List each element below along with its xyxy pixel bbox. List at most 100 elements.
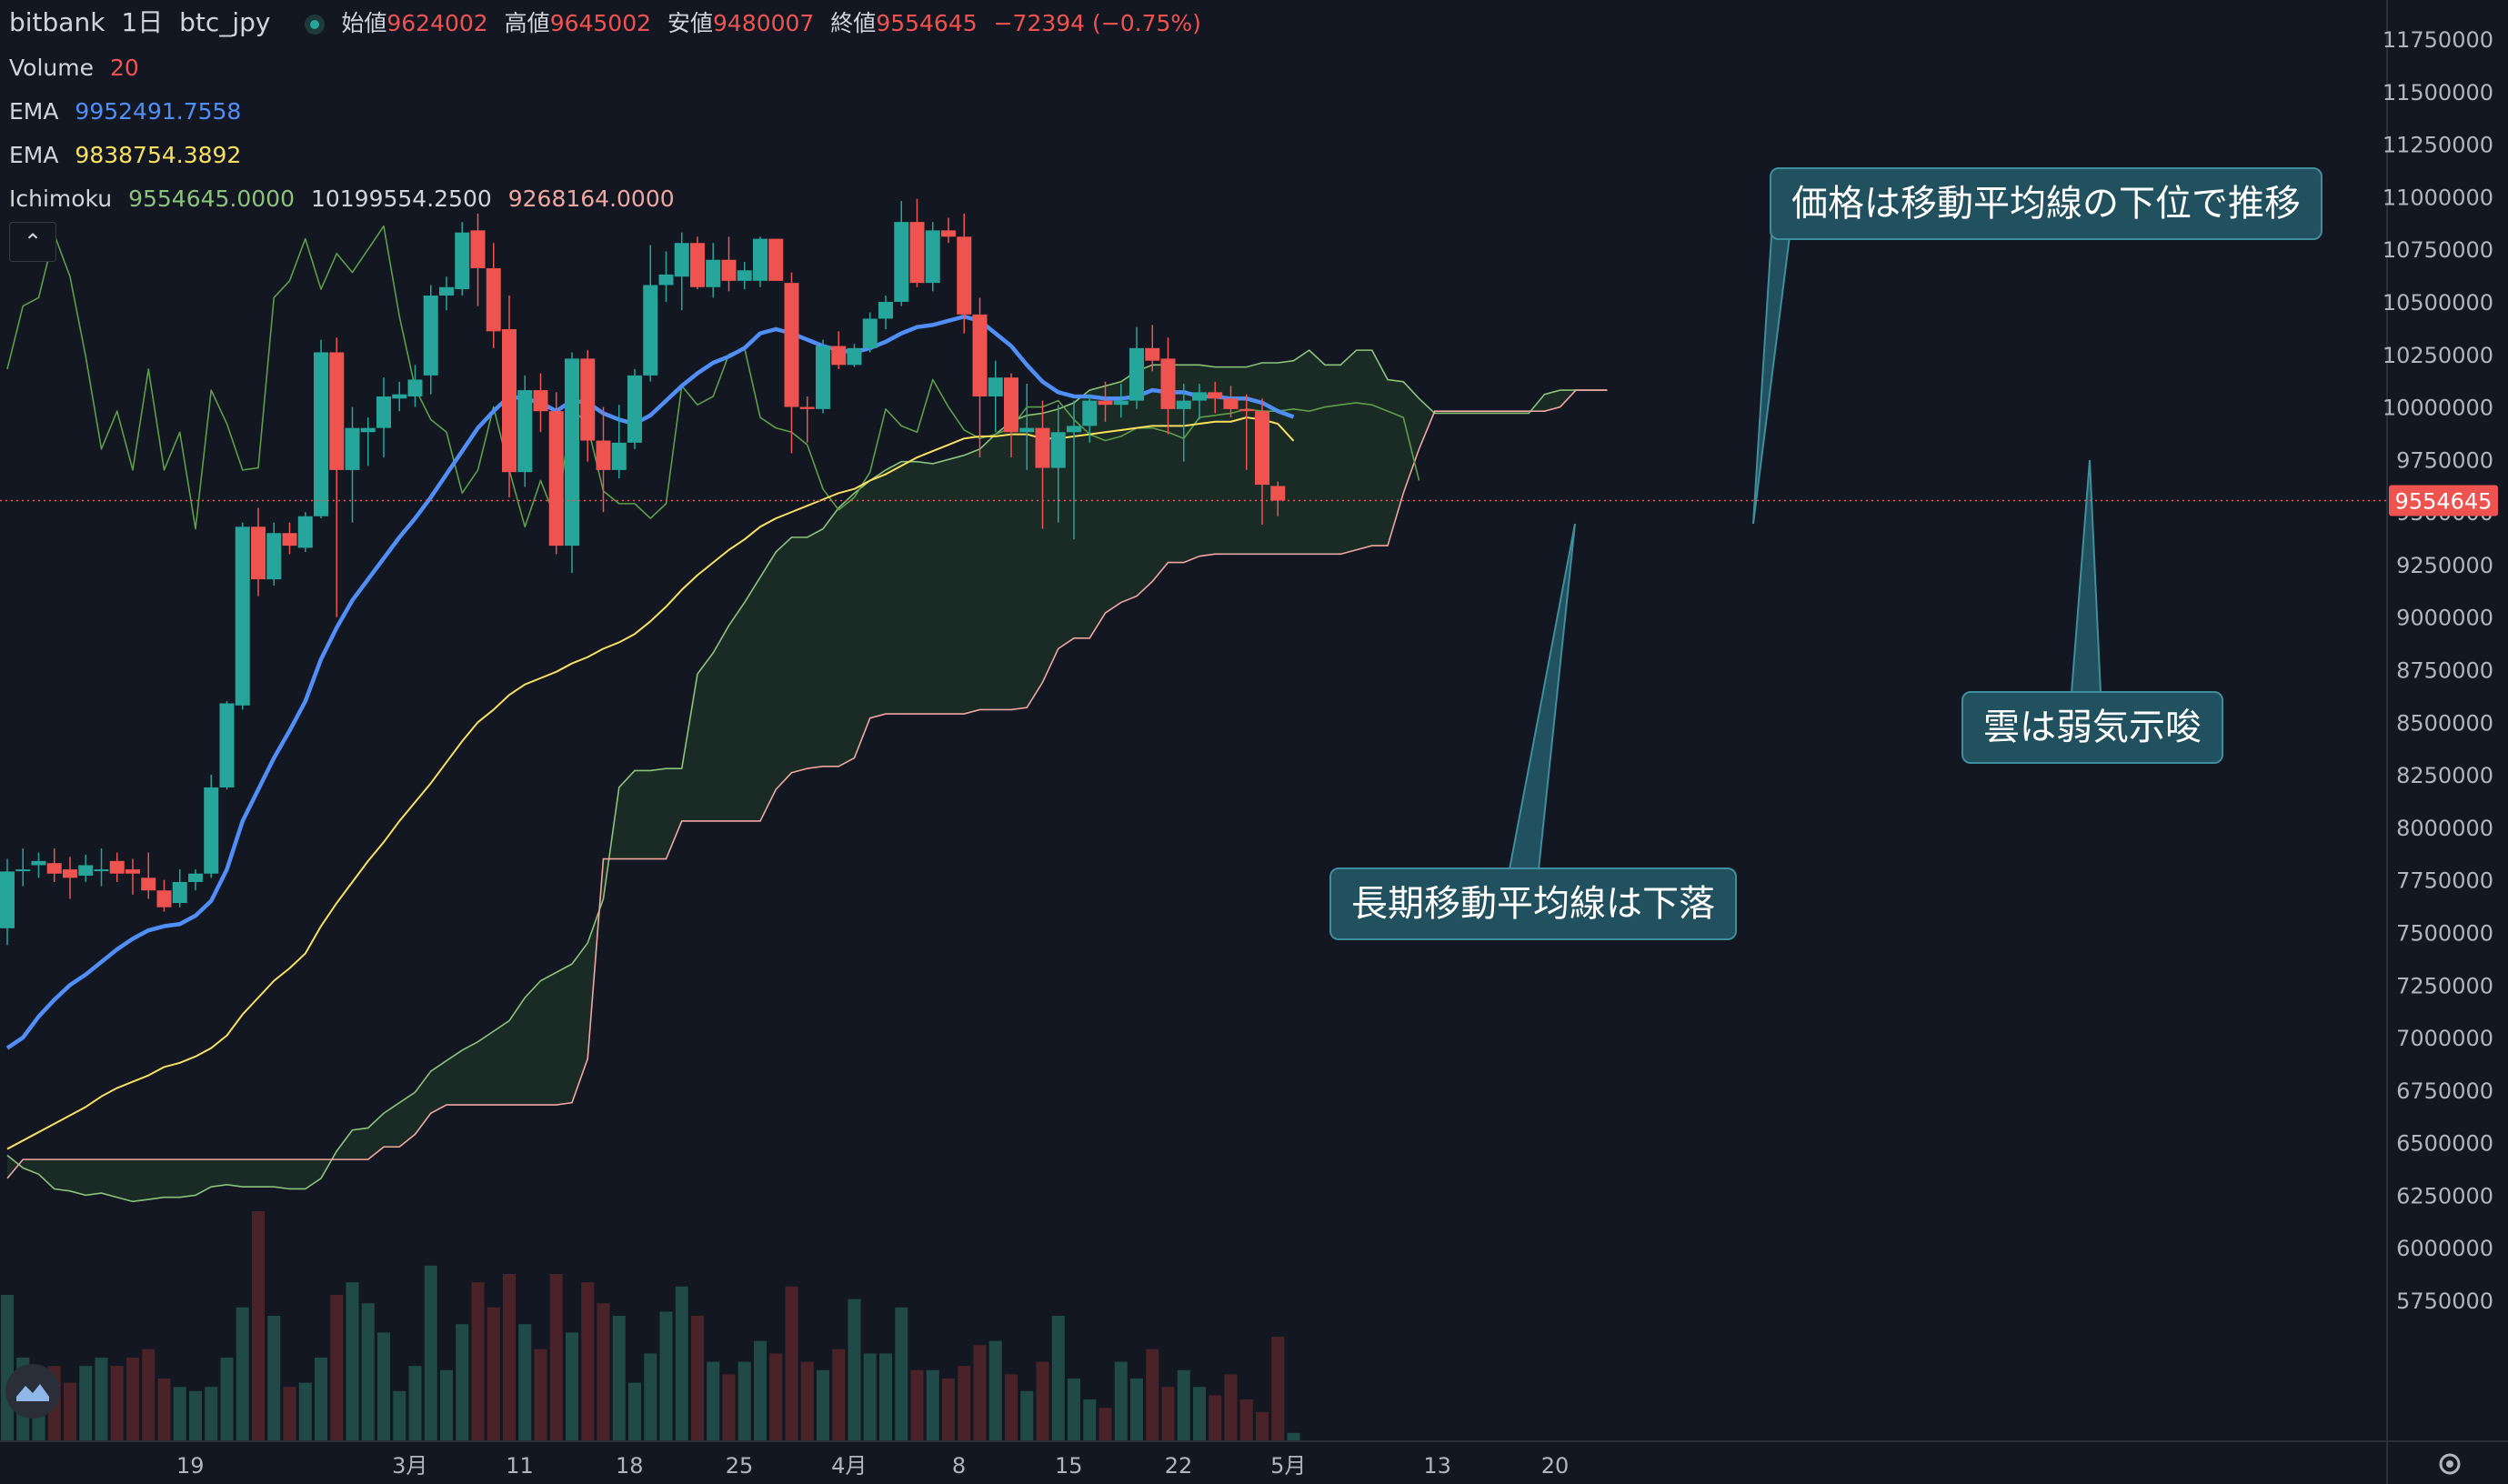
candle-body	[627, 375, 642, 443]
volume-bar	[1036, 1361, 1049, 1441]
candle-body	[706, 259, 721, 287]
candle-body	[15, 869, 31, 872]
ema-fast-value: 9952491.7558	[75, 98, 242, 125]
x-tick-label: 5月	[1270, 1453, 1306, 1479]
candle-body	[31, 860, 46, 866]
close-label: 終値	[830, 10, 877, 36]
ichimoku-legend[interactable]: Ichimoku 9554645.0000 10199554.2500 9268…	[9, 186, 684, 213]
y-tick-label: 10000000	[2383, 396, 2493, 421]
candle-body	[533, 390, 548, 412]
candle-body	[502, 329, 517, 473]
volume-bar	[910, 1369, 924, 1441]
candle-body	[1176, 400, 1191, 409]
pointer-long-ma-falling	[1508, 523, 1576, 870]
volume-bar	[110, 1366, 124, 1441]
y-tick-label: 7000000	[2396, 1026, 2493, 1051]
last-price-marker: 9554645	[0, 485, 2498, 516]
candle-body	[548, 411, 564, 546]
volume-bar	[1239, 1399, 1253, 1441]
volume-bar	[393, 1390, 406, 1441]
volume-bar	[1287, 1432, 1300, 1441]
candle-body	[1160, 358, 1176, 409]
volume-bar	[315, 1358, 327, 1441]
x-tick-label: 13	[1423, 1453, 1451, 1479]
y-tick-label: 10500000	[2383, 290, 2493, 316]
open-value: 9624002	[386, 10, 488, 36]
ema-fast-label: EMA	[9, 98, 59, 125]
volume-bar	[440, 1369, 453, 1441]
candle-body	[799, 406, 815, 409]
y-tick-label: 11750000	[2383, 27, 2493, 53]
candle-body	[784, 283, 799, 407]
ema-slow-label: EMA	[9, 142, 59, 168]
ema-slow-value: 9838754.3892	[75, 142, 242, 168]
volume-bar	[659, 1311, 673, 1441]
candle-body	[909, 222, 925, 284]
candle-body	[282, 533, 297, 546]
settings-gear-icon[interactable]	[2439, 1453, 2461, 1475]
ichimoku-label: Ichimoku	[9, 186, 113, 212]
interval-label[interactable]: 1日	[121, 7, 164, 37]
candle-body	[925, 230, 940, 284]
candle-body	[894, 222, 909, 302]
y-tick-label: 7250000	[2396, 973, 2493, 998]
annotation-price-below-ma[interactable]: 価格は移動平均線の下位で推移	[1770, 167, 2322, 240]
candle-body	[1113, 400, 1129, 406]
volume-bar	[817, 1369, 829, 1441]
volume-bar	[1051, 1316, 1065, 1441]
candle-body	[1223, 398, 1239, 409]
candle-body	[46, 863, 62, 874]
volume-bar	[691, 1316, 704, 1441]
volume-bar	[95, 1358, 108, 1441]
volume-bar	[737, 1361, 751, 1441]
price-axis[interactable]: 11750000 11500000 11250000 11000000 10750000…	[2383, 27, 2493, 1314]
volume-bar	[79, 1366, 93, 1441]
volume-label: Volume	[9, 55, 94, 81]
y-tick-label: 6000000	[2396, 1236, 2493, 1261]
volume-bar	[1271, 1337, 1285, 1441]
candle-body	[392, 394, 407, 399]
candle-body	[596, 440, 611, 470]
ema-slow-line	[6, 416, 1295, 1150]
volume-bar	[252, 1211, 265, 1441]
ema-fast-legend[interactable]: EMA 9952491.7558	[9, 98, 250, 125]
volume-bar	[1005, 1374, 1018, 1441]
y-tick-label: 10250000	[2383, 343, 2493, 368]
candle-body	[1208, 392, 1223, 399]
x-tick-label: 19	[176, 1453, 205, 1479]
collapse-legend-button[interactable]: ⌃	[9, 222, 56, 262]
volume-bar	[64, 1382, 76, 1441]
volume-bar	[785, 1286, 798, 1441]
ema-slow-legend[interactable]: EMA 9838754.3892	[9, 142, 250, 169]
ichimoku-span-a-line	[6, 349, 1608, 1203]
volume-bar	[644, 1353, 657, 1441]
volume-legend[interactable]: Volume 20	[9, 55, 148, 82]
volume-bar	[707, 1361, 720, 1441]
volume-bar	[330, 1295, 344, 1441]
candle-body	[941, 230, 956, 237]
annotation-long-ma-falling[interactable]: 長期移動平均線は下落	[1329, 867, 1737, 940]
volume-bar	[1083, 1399, 1097, 1441]
candle-body	[768, 238, 784, 281]
y-tick-label: 10750000	[2383, 237, 2493, 263]
tradingview-logo-icon[interactable]	[5, 1364, 60, 1419]
volume-bar	[205, 1387, 218, 1441]
volume-bar	[503, 1274, 516, 1441]
annotation-cloud-bearish[interactable]: 雲は弱気示唆	[1961, 691, 2223, 764]
volume-bar	[612, 1316, 626, 1441]
candle-body	[266, 533, 282, 580]
symbol-label[interactable]: btc_jpy	[179, 7, 271, 37]
volume-bar	[1256, 1411, 1269, 1441]
volume-bar	[126, 1358, 139, 1441]
y-tick-label: 9000000	[2396, 606, 2493, 631]
exchange-name[interactable]: bitbank	[9, 7, 105, 37]
y-tick-label: 6500000	[2396, 1131, 2493, 1157]
time-axis[interactable]: 19 3月 11 18 25 4月 8 15 22 5月 13 20	[176, 1453, 1569, 1479]
candle-body	[1019, 427, 1035, 433]
candle-body	[109, 860, 125, 874]
volume-bar	[848, 1298, 861, 1441]
volume-bar	[1209, 1395, 1222, 1441]
candle-body	[141, 877, 156, 891]
volume-bar	[487, 1307, 500, 1441]
